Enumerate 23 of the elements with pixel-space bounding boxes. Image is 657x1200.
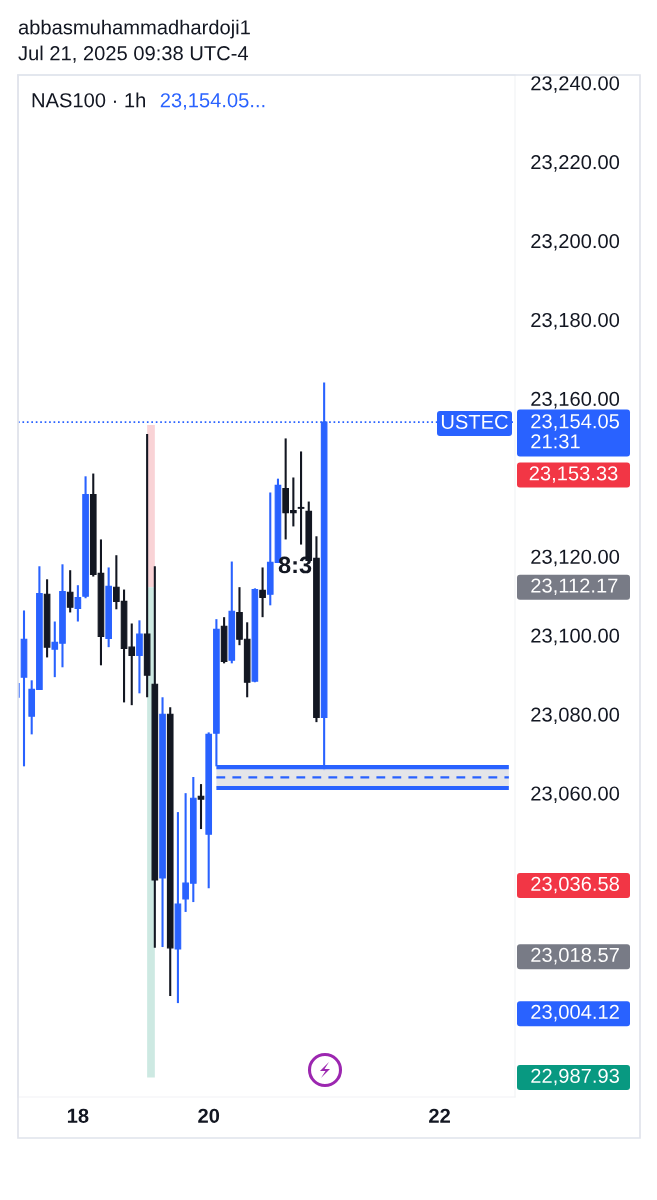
- y-tick-label: 23,004.12: [531, 1004, 619, 1022]
- ref-line-label: USTEC: [441, 414, 508, 429]
- chart-subtitle: abbasmuhammadhardoji1 Jul 21, 2025 09:38 UTC-4: [18, 19, 250, 63]
- y-tick-label: 23,220.00: [531, 155, 620, 172]
- x-tick-label: 20: [198, 1108, 220, 1123]
- y-tick-label: 23,018.57: [531, 947, 619, 965]
- y-tick-label: 23,240.00: [531, 76, 620, 93]
- y-tick-label: 23,060.00: [531, 786, 620, 804]
- y-tick-label: 23,080.00: [531, 707, 620, 725]
- text: 23,153.33: [529, 466, 618, 483]
- y-tick-label: 23,160.00: [531, 391, 620, 409]
- y-tick-label: 23,112.17: [531, 578, 618, 596]
- x-tick-label: 22: [429, 1108, 450, 1123]
- y-tick-label: 23,180.00: [531, 312, 620, 330]
- x-tick-label: 18: [67, 1108, 89, 1123]
- y-tick-label: 22,987.93: [531, 1068, 619, 1086]
- annotation: 23,154.05...: [160, 93, 265, 110]
- y-tick-label: 23,036.58: [531, 876, 619, 894]
- y-tick-label: 23,120.00: [531, 549, 620, 567]
- text: NAS100 · 1h: [32, 92, 145, 108]
- y-tick-label: 23,154.05 21:31: [531, 414, 620, 449]
- y-tick-label: 23,200.00: [531, 233, 620, 251]
- y-tick-label: 23,100.00: [531, 628, 620, 646]
